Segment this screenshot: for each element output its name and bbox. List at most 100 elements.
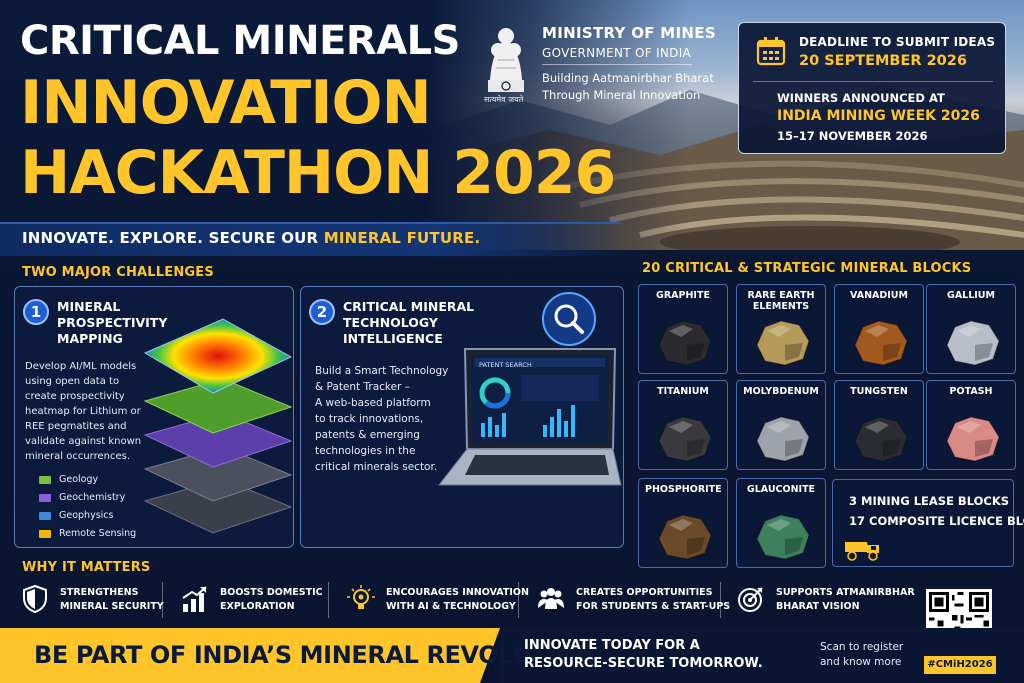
legend-swatch — [39, 511, 51, 520]
ministry-name: MINISTRY OF MINES — [542, 24, 716, 42]
challenge-2-desc-line: Build a Smart Technology — [315, 365, 449, 377]
challenges-heading: TWO MAJOR CHALLENGES — [22, 265, 214, 280]
scan-instructions: Scan to register and know more — [820, 640, 903, 670]
mineral-cell-rare-earth-elements: RARE EARTH ELEMENTS — [736, 284, 826, 374]
sky-fade-overlay — [430, 0, 690, 260]
mineral-cell-vanadium: VANADIUM — [834, 284, 924, 374]
mineral-name: GLAUCONITE — [746, 484, 816, 495]
footer-innovate-line: INNOVATE TODAY FOR A — [524, 638, 700, 653]
tungsten-rock-icon — [854, 416, 908, 462]
legend-geology: Geology — [39, 473, 98, 487]
mineral-cell-glauconite: GLAUCONITE — [736, 478, 826, 568]
mining-truck-icon — [845, 542, 879, 561]
challenge-2-title-line: CRITICAL MINERAL — [343, 299, 475, 314]
legend-remote-sensing: Remote Sensing — [39, 527, 136, 541]
mineral-cell-molybdenum: MOLYBDENUM — [736, 380, 826, 470]
laptop-screen-label: PATENT SEARCH — [479, 361, 532, 369]
legend-geochemistry: Geochemistry — [39, 491, 125, 505]
challenge-1-desc-line: validate against known — [25, 436, 142, 447]
title-line-3: HACKATHON 2026 — [20, 138, 616, 208]
vanadium-rock-icon — [854, 320, 908, 366]
why-text: ENCOURAGES INNOVATION WITH AI & TECHNOLOG… — [386, 586, 529, 614]
mineral-cell-titanium: TITANIUM — [638, 380, 728, 470]
rare-earth-rock-icon — [756, 320, 810, 366]
titanium-rock-icon — [658, 416, 712, 462]
laptop-illustration — [437, 348, 622, 486]
challenge-2-number: 2 — [309, 299, 335, 325]
legend-swatch — [39, 475, 51, 484]
mineral-name: TITANIUM — [657, 386, 709, 397]
legend-swatch — [39, 529, 51, 538]
challenge-1-title-line: MINERAL — [57, 299, 121, 314]
why-separator — [720, 582, 721, 618]
ministry-divider — [542, 64, 692, 65]
growth-chart-icon — [182, 586, 207, 612]
glauconite-rock-icon — [756, 514, 810, 560]
footer-cta-bar — [0, 628, 500, 683]
lightbulb-gear-icon — [347, 585, 375, 609]
why-separator — [162, 582, 163, 618]
legend-label: Geology — [59, 474, 99, 485]
challenge-2-desc-line: technologies in the — [315, 445, 416, 457]
challenge-2-description: Build a Smart Technology & Patent Tracke… — [315, 363, 465, 475]
scan-line: and know more — [820, 656, 902, 668]
phosphorite-rock-icon — [658, 514, 712, 560]
mineral-name: GALLIUM — [947, 290, 995, 301]
emblem-motto: सत्यमेव जयते — [484, 95, 524, 104]
prospectivity-heatmap-layers — [143, 318, 293, 534]
scan-line: Scan to register — [820, 641, 904, 653]
graphite-rock-icon — [658, 320, 712, 366]
mining-lease-blocks: 3 MINING LEASE BLOCKS — [849, 494, 1010, 508]
winners-label: WINNERS ANNOUNCED AT — [777, 91, 945, 105]
challenge-2-title: CRITICAL MINERAL TECHNOLOGY INTELLIGENCE — [343, 299, 474, 347]
why-line: BHARAT VISION — [776, 601, 860, 612]
challenge-2-desc-line: critical minerals sector. — [315, 461, 438, 473]
footer-innovate-line: RESOURCE-SECURE TOMORROW. — [524, 656, 763, 671]
hashtag-badge: #CMiH2026 — [924, 656, 996, 674]
legend-label: Geochemistry — [59, 492, 126, 503]
footer-innovate: INNOVATE TODAY FOR A RESOURCE-SECURE TOM… — [524, 637, 763, 673]
challenge-1-desc-line: Develop AI/ML models — [25, 361, 137, 372]
legend-label: Remote Sensing — [59, 528, 137, 539]
minerals-heading: 20 CRITICAL & STRATEGIC MINERAL BLOCKS — [642, 261, 972, 276]
why-line: WITH AI & TECHNOLOGY — [386, 601, 516, 612]
why-line: EXPLORATION — [220, 601, 295, 612]
magnifier-icon — [542, 292, 596, 346]
mineral-cell-gallium: GALLIUM — [926, 284, 1016, 374]
mineral-cell-potash: POTASH — [926, 380, 1016, 470]
why-line: ENCOURAGES INNOVATION — [386, 587, 529, 598]
national-emblem-icon — [488, 28, 524, 92]
winners-event: INDIA MINING WEEK 2026 — [777, 108, 980, 124]
why-heading: WHY IT MATTERS — [22, 560, 151, 575]
mineral-name: TUNGSTEN — [850, 386, 908, 397]
why-separator — [328, 582, 329, 618]
challenge-1-title-line: MAPPING — [57, 331, 123, 346]
calendar-icon — [756, 37, 786, 66]
why-text: BOOSTS DOMESTIC EXPLORATION — [220, 586, 323, 614]
challenge-1-desc-line: REE pegmatites and — [25, 421, 127, 432]
composite-licence-blocks: 17 COMPOSITE LICENCE BLOCKS — [849, 514, 1024, 528]
challenge-2-title-line: INTELLIGENCE — [343, 331, 443, 346]
tagline: INNOVATE. EXPLORE. SECURE OUR MINERAL FU… — [22, 229, 480, 247]
challenge-2-desc-line: A web-based platform — [315, 397, 431, 409]
footer-cta: BE PART OF INDIA’S MINERAL REVOLUTION. — [34, 641, 605, 669]
mineral-name: GRAPHITE — [656, 290, 710, 301]
blocks-summary: 3 MINING LEASE BLOCKS 17 COMPOSITE LICEN… — [832, 479, 1024, 567]
why-line: MINERAL SECURITY — [60, 601, 164, 612]
challenge-1-title: MINERAL PROSPECTIVITY MAPPING — [57, 299, 167, 347]
ministry-tagline-2: Through Mineral Innovation — [542, 88, 701, 102]
mineral-cell-phosphorite: PHOSPHORITE — [638, 478, 728, 568]
title-line-1: CRITICAL MINERALS — [20, 18, 460, 64]
challenge-1-desc-line: using open data to — [25, 376, 120, 387]
mineral-name: VANADIUM — [850, 290, 908, 301]
challenge-1-description: Develop AI/ML models using open data to … — [25, 359, 155, 464]
deadline-box: DEADLINE TO SUBMIT IDEAS 20 SEPTEMBER 20… — [738, 22, 1006, 154]
tagline-bar — [0, 222, 620, 256]
challenge-1-title-line: PROSPECTIVITY — [57, 315, 168, 330]
why-text: SUPPORTS ATMANIRBHAR BHARAT VISION — [776, 586, 915, 614]
challenge-2-title-line: TECHNOLOGY — [343, 315, 438, 330]
challenge-1-desc-line: create prospectivity — [25, 391, 125, 402]
why-line: CREATES OPPORTUNITIES — [576, 587, 713, 598]
target-icon — [738, 587, 763, 612]
people-icon — [538, 588, 564, 609]
